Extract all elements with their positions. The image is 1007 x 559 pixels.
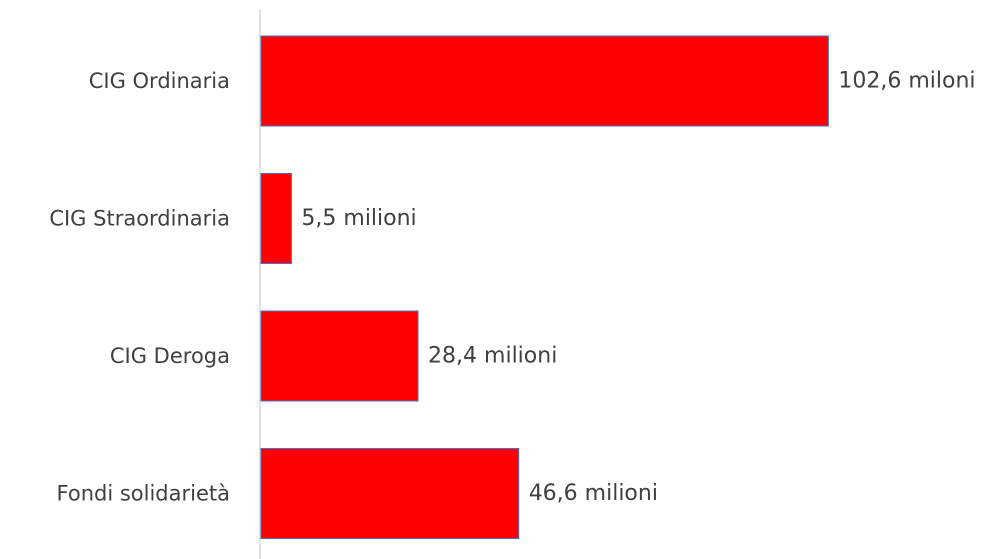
category-label-2: CIG Deroga bbox=[110, 344, 230, 368]
data-label-0: 102,6 miloni bbox=[838, 69, 975, 94]
bars-group bbox=[261, 36, 828, 539]
category-label-3: Fondi solidarietà bbox=[57, 482, 230, 506]
category-labels-group: CIG Ordinaria CIG Straordinaria CIG Deroga… bbox=[49, 69, 230, 506]
bar-0 bbox=[261, 36, 828, 126]
bar-1 bbox=[261, 174, 291, 264]
data-label-1: 5,5 milioni bbox=[301, 206, 416, 231]
category-label-0: CIG Ordinaria bbox=[89, 69, 230, 93]
category-label-1: CIG Straordinaria bbox=[49, 207, 230, 231]
data-labels-group: 102,6 miloni 5,5 milioni 28,4 milioni 46,6 … bbox=[301, 69, 975, 507]
data-label-2: 28,4 milioni bbox=[428, 344, 557, 369]
bar-3 bbox=[261, 449, 519, 539]
data-label-3: 46,6 milioni bbox=[529, 481, 658, 506]
bar-2 bbox=[261, 311, 418, 401]
